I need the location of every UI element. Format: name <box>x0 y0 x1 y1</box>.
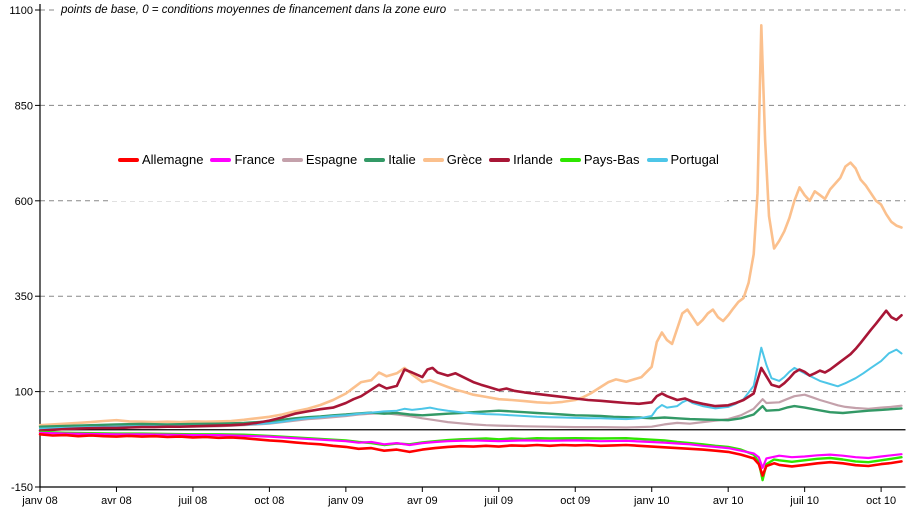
x-tick-label-avr 08: avr 08 <box>101 495 132 507</box>
x-tick-label-oct 09: oct 09 <box>560 495 590 507</box>
series-line-Italie <box>38 404 903 428</box>
legend-label-allemagne: Allemagne <box>142 152 204 167</box>
legend-label-france: France <box>234 152 275 167</box>
x-tick-label-avr 09: avr 09 <box>407 495 438 507</box>
series-line-Irlande <box>38 309 903 432</box>
legend: Allemagne France Espagne Italie Grèce Ir… <box>110 148 727 201</box>
legend-swatch-italie <box>364 157 386 162</box>
x-tick-label-janv 08: janv 08 <box>21 495 57 507</box>
x-tick-label-oct 10: oct 10 <box>866 495 896 507</box>
legend-label-pays-bas: Pays-Bas <box>583 152 640 167</box>
x-tick-label-juil 08: juil 08 <box>178 495 208 507</box>
legend-swatch-portugal <box>646 157 668 162</box>
series-line-France <box>38 431 903 469</box>
legend-item-irlande: Irlande <box>489 152 553 167</box>
legend-item-allemagne: Allemagne <box>118 152 203 167</box>
y-tick-label-100: 100 <box>15 387 33 399</box>
x-tick-label-janv 10: janv 10 <box>633 495 669 507</box>
legend-swatch-espagne <box>281 157 303 162</box>
legend-swatch-irlande <box>489 157 511 162</box>
series-line-Grèce <box>38 23 903 427</box>
legend-label-portugal: Portugal <box>670 152 719 167</box>
y-tick-label--150: -150 <box>11 482 33 494</box>
chart-title: points de base, 0 = conditions moyennes … <box>56 4 452 16</box>
y-tick-label-600: 600 <box>15 196 33 208</box>
legend-swatch-france <box>210 157 232 162</box>
legend-label-grece: Grèce <box>446 152 483 167</box>
y-tick-label-350: 350 <box>15 291 33 303</box>
legend-item-italie: Italie <box>364 152 416 167</box>
legend-label-irlande: Irlande <box>513 152 553 167</box>
legend-item-portugal: Portugal <box>646 152 719 167</box>
x-tick-label-oct 08: oct 08 <box>254 495 284 507</box>
legend-label-espagne: Espagne <box>305 152 358 167</box>
x-tick-label-juil 09: juil 09 <box>483 495 513 507</box>
series-line-Portugal <box>39 346 903 430</box>
legend-swatch-allemagne <box>118 157 139 162</box>
legend-item-grece: Grèce <box>422 152 483 167</box>
x-tick-label-janv 09: janv 09 <box>327 495 363 507</box>
legend-label-italie: Italie <box>388 152 416 167</box>
legend-swatch-pays-bas <box>559 157 581 162</box>
x-tick-label-juil 10: juil 10 <box>789 495 819 507</box>
y-tick-label-850: 850 <box>15 100 33 112</box>
x-tick-label-avr 10: avr 10 <box>713 495 744 507</box>
legend-swatch-grece <box>422 157 444 162</box>
legend-item-espagne: Espagne <box>281 152 358 167</box>
legend-item-pays-bas: Pays-Bas <box>559 152 640 167</box>
series-line-Allemagne <box>38 432 903 477</box>
legend-item-france: France <box>210 152 275 167</box>
y-tick-label-1100: 1100 <box>9 5 33 17</box>
